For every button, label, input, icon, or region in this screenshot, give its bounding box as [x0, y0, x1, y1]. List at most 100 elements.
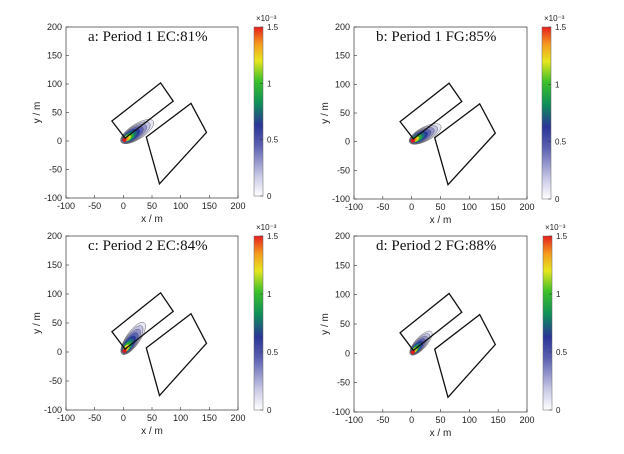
field-outline-rect-a — [399, 292, 463, 352]
x-tick-label: -100 — [57, 413, 75, 423]
colorbar-exponent: ×10⁻³ — [256, 223, 277, 232]
y-tick-label: 150 — [335, 260, 350, 270]
panel-title: c: Period 2 EC:84% — [88, 238, 208, 254]
x-tick-label: -50 — [376, 415, 389, 425]
y-tick-label: 100 — [335, 79, 350, 89]
colorbar-tick-label: 1.5 — [267, 232, 279, 241]
x-tick-label: 50 — [435, 415, 445, 425]
y-tick-label: -100 — [332, 194, 350, 204]
x-tick-label: 200 — [230, 413, 245, 423]
plot-area — [65, 26, 239, 199]
x-tick-label: 0 — [121, 413, 126, 423]
x-axis-label: x / m — [141, 214, 163, 225]
colorbar-tick-label: 1.5 — [555, 23, 567, 32]
y-tick-label: 0 — [345, 137, 350, 147]
colorbar-exponent: ×10⁻³ — [256, 14, 277, 23]
x-axis-label: x / m — [430, 215, 452, 226]
panel-title: d: Period 2 FG:88% — [376, 238, 496, 254]
x-tick-label: 0 — [409, 202, 414, 212]
x-tick-label: 150 — [491, 202, 506, 212]
colorbar-tick-label: 0 — [267, 192, 272, 201]
x-tick-label: 100 — [462, 202, 477, 212]
panel-title: a: Period 1 EC:81% — [88, 29, 208, 45]
y-axis-label: y / m — [320, 102, 331, 124]
colorbar-tick-label: 1.5 — [267, 23, 279, 32]
plume-contours — [408, 123, 442, 145]
colorbar-exponent: ×10⁻³ — [544, 14, 565, 23]
x-tick-label: 200 — [230, 201, 245, 211]
colorbar-exponent: ×10⁻³ — [545, 223, 566, 232]
x-axis-label: x / m — [141, 426, 163, 437]
field-outline-rect-b — [145, 102, 208, 186]
y-tick-label: -100 — [44, 193, 62, 203]
x-tick-label: 100 — [462, 415, 477, 425]
colorbar-tick-label: 0.5 — [267, 136, 279, 145]
x-axis-label: x / m — [430, 428, 452, 439]
x-tick-label: 50 — [435, 202, 445, 212]
colorbar-tick-label: 0 — [555, 195, 560, 204]
colorbar-tick-label: 0 — [267, 406, 272, 415]
x-tick-label: 200 — [519, 415, 534, 425]
x-tick-label: -50 — [88, 413, 101, 423]
chart-panel-c: -100 -50 0 50 100 150 200 -100 -50 0 50 100 150 200 x … — [32, 223, 279, 437]
chart-panel-a: -100 -50 0 50 100 150 200 -100 -50 0 50 100 150 200 x … — [32, 14, 279, 225]
source-marker — [410, 138, 415, 143]
colorbar-tick-label: 0.5 — [267, 348, 279, 357]
field-outline-rect-b — [433, 102, 497, 186]
chart-panel-d: -100 -50 0 50 100 150 200 -100 -50 0 50 100 150 200 x … — [320, 223, 568, 439]
x-tick-label: -50 — [376, 202, 389, 212]
field-outline-rect-b — [145, 312, 208, 397]
plot-area — [353, 26, 528, 200]
colorbar-tick-label: 1 — [556, 290, 561, 299]
colorbar-tick-label: 1 — [555, 80, 560, 89]
colorbar-tick-label: 1 — [267, 79, 272, 88]
y-tick-label: 200 — [335, 231, 350, 241]
y-tick-label: 150 — [47, 51, 62, 61]
colorbar-tick-label: 1.5 — [556, 232, 568, 241]
colorbar — [541, 26, 552, 200]
field-outline-rect-a — [110, 81, 175, 140]
colorbar — [253, 26, 264, 197]
y-tick-label: 100 — [47, 79, 62, 89]
y-tick-label: 100 — [335, 290, 350, 300]
y-tick-label: -50 — [337, 378, 350, 388]
y-tick-label: -100 — [44, 405, 62, 415]
plot-area — [65, 235, 239, 411]
y-tick-label: 50 — [52, 318, 62, 328]
x-tick-label: 0 — [409, 415, 414, 425]
colorbar-tick-label: 0.5 — [556, 348, 568, 357]
y-tick-label: 0 — [57, 136, 62, 146]
x-tick-label: 50 — [147, 413, 157, 423]
plume-contours — [120, 119, 155, 145]
y-tick-label: 200 — [47, 231, 62, 241]
y-tick-label: 0 — [345, 348, 350, 358]
plot-area — [353, 235, 528, 413]
y-tick-label: 150 — [335, 51, 350, 61]
colorbar — [542, 235, 553, 411]
x-tick-label: 150 — [491, 415, 506, 425]
y-tick-label: 50 — [340, 108, 350, 118]
y-tick-label: 200 — [47, 22, 62, 32]
field-outline-rect-a — [399, 82, 463, 140]
y-tick-label: -50 — [49, 165, 62, 175]
x-tick-label: -100 — [57, 201, 75, 211]
colorbar-tick-label: 1 — [267, 290, 272, 299]
x-tick-label: -100 — [345, 202, 363, 212]
y-tick-label: -50 — [49, 376, 62, 386]
x-tick-label: 150 — [202, 201, 217, 211]
y-tick-label: 50 — [340, 319, 350, 329]
x-tick-label: -50 — [88, 201, 101, 211]
source-marker — [122, 348, 127, 353]
y-tick-label: 50 — [52, 108, 62, 118]
x-tick-label: 150 — [202, 413, 217, 423]
colorbar — [253, 235, 264, 411]
y-tick-label: 0 — [57, 347, 62, 357]
y-tick-label: 200 — [335, 22, 350, 32]
y-tick-label: 150 — [47, 260, 62, 270]
x-tick-label: 100 — [173, 413, 188, 423]
y-tick-label: -100 — [332, 407, 350, 417]
panel-title: b: Period 1 FG:85% — [376, 29, 496, 45]
x-tick-label: 100 — [173, 201, 188, 211]
y-axis-label: y / m — [32, 312, 43, 334]
